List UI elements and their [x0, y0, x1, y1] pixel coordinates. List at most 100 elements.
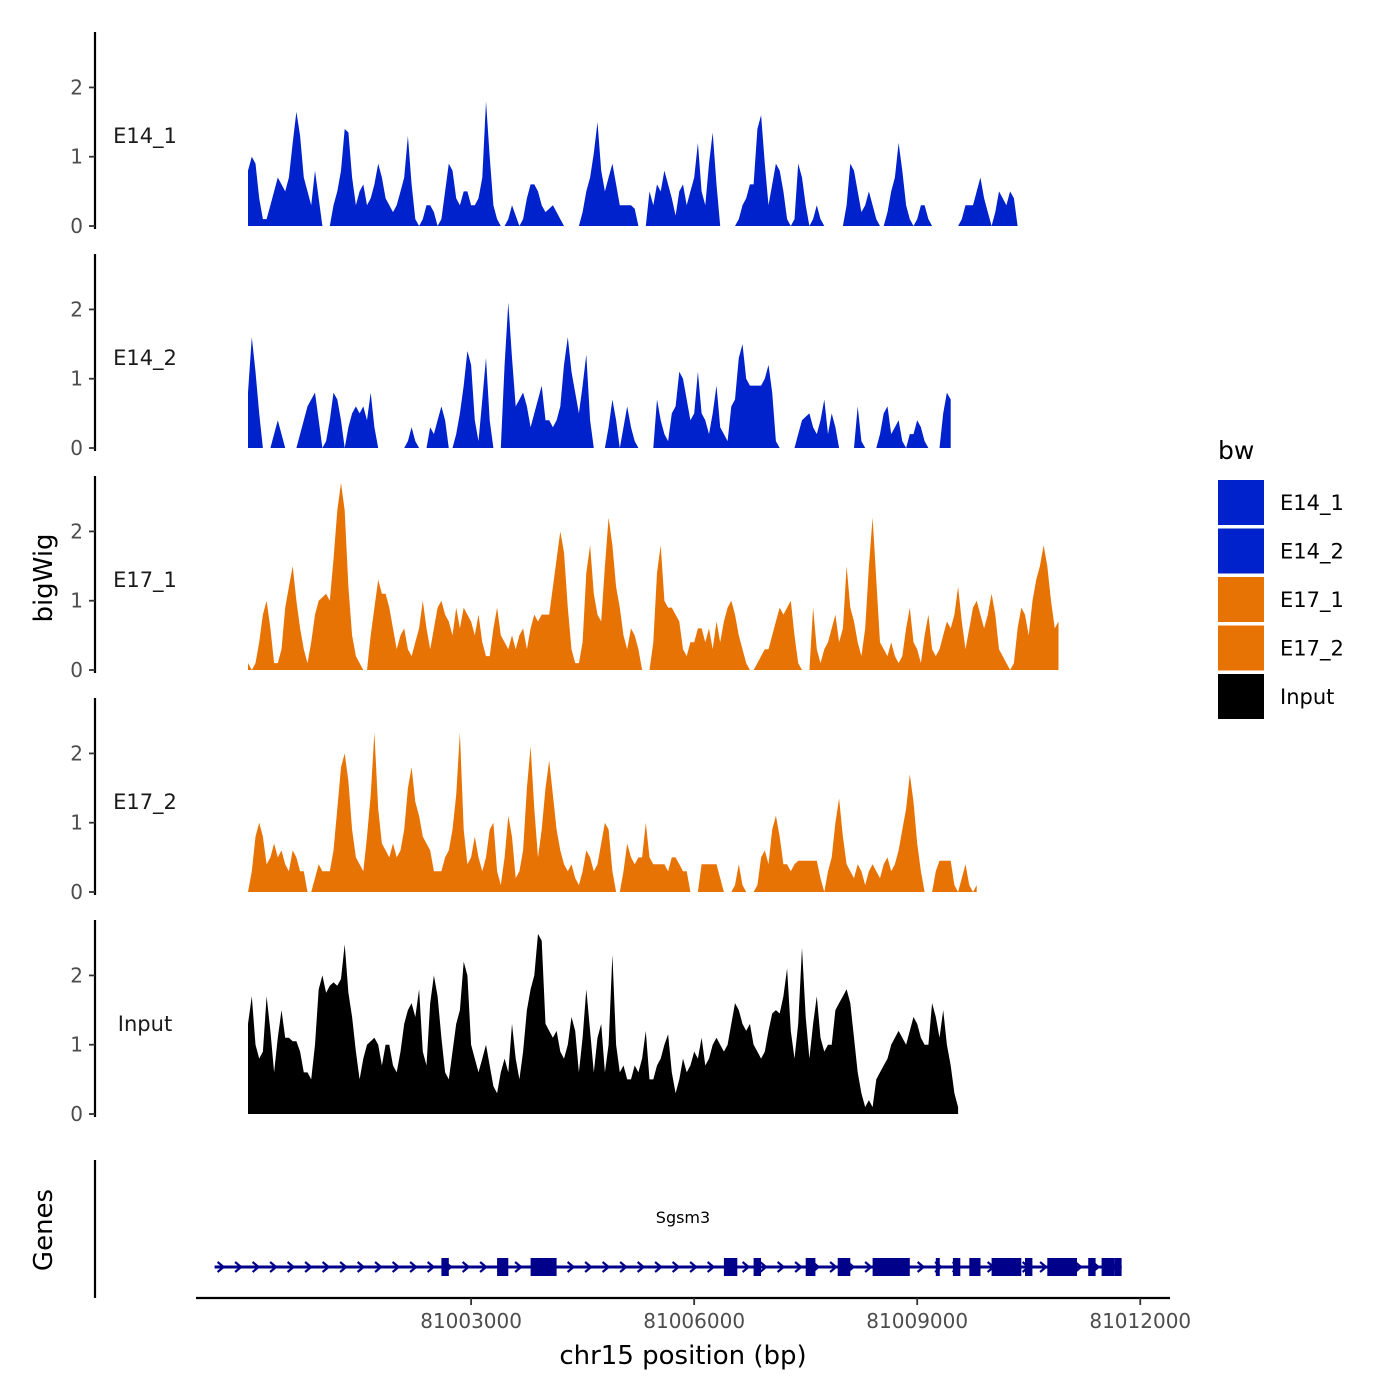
y-tick-label: 1	[70, 367, 83, 391]
y-tick-label: 0	[70, 214, 83, 238]
track-label: E17_1	[113, 568, 177, 593]
track-E17_2: 0 1 2 E17_2	[70, 698, 977, 904]
gene-name-label: Sgsm3	[656, 1208, 710, 1227]
strand-arrow	[759, 1261, 768, 1273]
y-tick-label: 1	[70, 811, 83, 835]
legend-item-E17_1: E17_1	[1218, 577, 1344, 622]
strand-arrow	[654, 1261, 663, 1273]
coverage-area-E17_2	[248, 732, 977, 892]
exon	[1025, 1258, 1033, 1276]
legend-label: Input	[1280, 685, 1334, 709]
track-label: Input	[118, 1012, 172, 1036]
strand-arrow	[829, 1261, 838, 1273]
x-axis-title: chr15 position (bp)	[559, 1341, 806, 1371]
strand-arrow	[566, 1261, 576, 1273]
legend: bw E14_1 E14_2 E17_1 E17_2 Input	[1218, 436, 1344, 719]
y-tick-label: 0	[70, 880, 83, 904]
legend-item-Input: Input	[1218, 674, 1334, 719]
track-E14_1: 0 1 2 E14_1	[70, 32, 1018, 238]
x-tick-label: 81003000	[420, 1309, 522, 1333]
legend-swatch	[1218, 528, 1264, 574]
strand-arrow	[916, 1261, 926, 1273]
x-axis: 81003000 81006000 81009000 81012000	[196, 1296, 1191, 1333]
legend-swatch	[1218, 480, 1264, 525]
y-tick-label: 0	[70, 1102, 83, 1126]
strand-arrow	[1074, 1261, 1083, 1273]
y-tick-label: 1	[70, 145, 83, 169]
strand-arrow	[619, 1261, 628, 1273]
strand-arrow	[304, 1261, 313, 1273]
track-label: E14_2	[113, 346, 177, 371]
strand-arrow	[234, 1261, 243, 1273]
legend-label: E14_2	[1280, 540, 1344, 565]
strand-arrow	[636, 1261, 646, 1273]
strand-arrow	[461, 1261, 471, 1273]
strand-arrow	[286, 1261, 296, 1273]
exon	[723, 1258, 738, 1276]
y-tick-label: 0	[70, 436, 83, 460]
x-tick-label: 81012000	[1089, 1309, 1191, 1333]
strand-arrow	[584, 1261, 593, 1273]
strand-arrow	[794, 1261, 803, 1273]
exon	[530, 1258, 557, 1276]
exon	[991, 1258, 1022, 1276]
strand-arrow	[689, 1261, 698, 1273]
track-label: E17_2	[113, 790, 177, 815]
coverage-area-E14_1	[248, 101, 1018, 226]
track-Input: 0 1 2 Input	[70, 920, 959, 1126]
strand-arrow	[426, 1261, 436, 1273]
gene-track-title: Genes	[29, 1189, 59, 1271]
legend-item-E14_1: E14_1	[1218, 480, 1344, 525]
exon	[805, 1258, 816, 1276]
strand-arrow	[776, 1261, 786, 1273]
track-E14_2: 0 1 2 E14_2	[70, 254, 951, 460]
strand-arrow	[1039, 1261, 1048, 1273]
strand-arrow	[251, 1261, 261, 1273]
y-tick-label: 2	[70, 297, 83, 321]
y-axis-title: bigWig	[29, 533, 59, 622]
strand-arrow	[741, 1261, 751, 1273]
legend-swatch	[1218, 625, 1264, 671]
coverage-tracks: 0 1 2 E14_1 0 1 2 E14_2 0 1 2 E17_1 0 1 2 E17_2 0 1 2 Input	[70, 32, 1059, 1126]
x-tick-label: 81009000	[866, 1309, 968, 1333]
exon	[837, 1258, 851, 1276]
coverage-area-E17_1	[248, 482, 1059, 670]
exon	[441, 1258, 449, 1276]
gene-track-panel: Sgsm3	[93, 1160, 1122, 1298]
strand-arrow	[601, 1261, 611, 1273]
exon	[1101, 1258, 1115, 1276]
strand-arrow	[671, 1261, 681, 1273]
strand-arrow	[321, 1261, 331, 1273]
strand-arrow	[269, 1261, 278, 1273]
exon	[1114, 1258, 1122, 1276]
legend-swatch	[1218, 577, 1264, 622]
exon	[1088, 1258, 1096, 1276]
exon	[497, 1258, 509, 1276]
legend-title: bw	[1218, 436, 1254, 465]
x-tick-label: 81006000	[643, 1309, 745, 1333]
exon	[753, 1258, 761, 1276]
strand-arrow	[514, 1261, 523, 1273]
track-label: E14_1	[113, 124, 177, 149]
y-tick-label: 2	[70, 963, 83, 987]
legend-label: E14_1	[1280, 491, 1344, 516]
exon	[952, 1258, 961, 1276]
exon	[969, 1258, 981, 1276]
legend-label: E17_2	[1280, 637, 1344, 662]
legend-item-E17_2: E17_2	[1218, 625, 1344, 671]
exon	[1047, 1258, 1077, 1276]
coverage-area-Input	[248, 933, 959, 1114]
exon	[935, 1258, 940, 1276]
legend-label: E17_1	[1280, 588, 1344, 613]
y-tick-label: 0	[70, 658, 83, 682]
strand-arrow	[216, 1261, 226, 1273]
y-tick-label: 1	[70, 589, 83, 613]
y-tick-label: 2	[70, 519, 83, 543]
track-E17_1: 0 1 2 E17_1	[70, 476, 1059, 682]
legend-swatch	[1218, 674, 1264, 719]
exon	[872, 1258, 910, 1276]
strand-arrow	[409, 1261, 418, 1273]
strand-arrow	[706, 1261, 716, 1273]
coverage-area-E14_2	[248, 302, 951, 448]
